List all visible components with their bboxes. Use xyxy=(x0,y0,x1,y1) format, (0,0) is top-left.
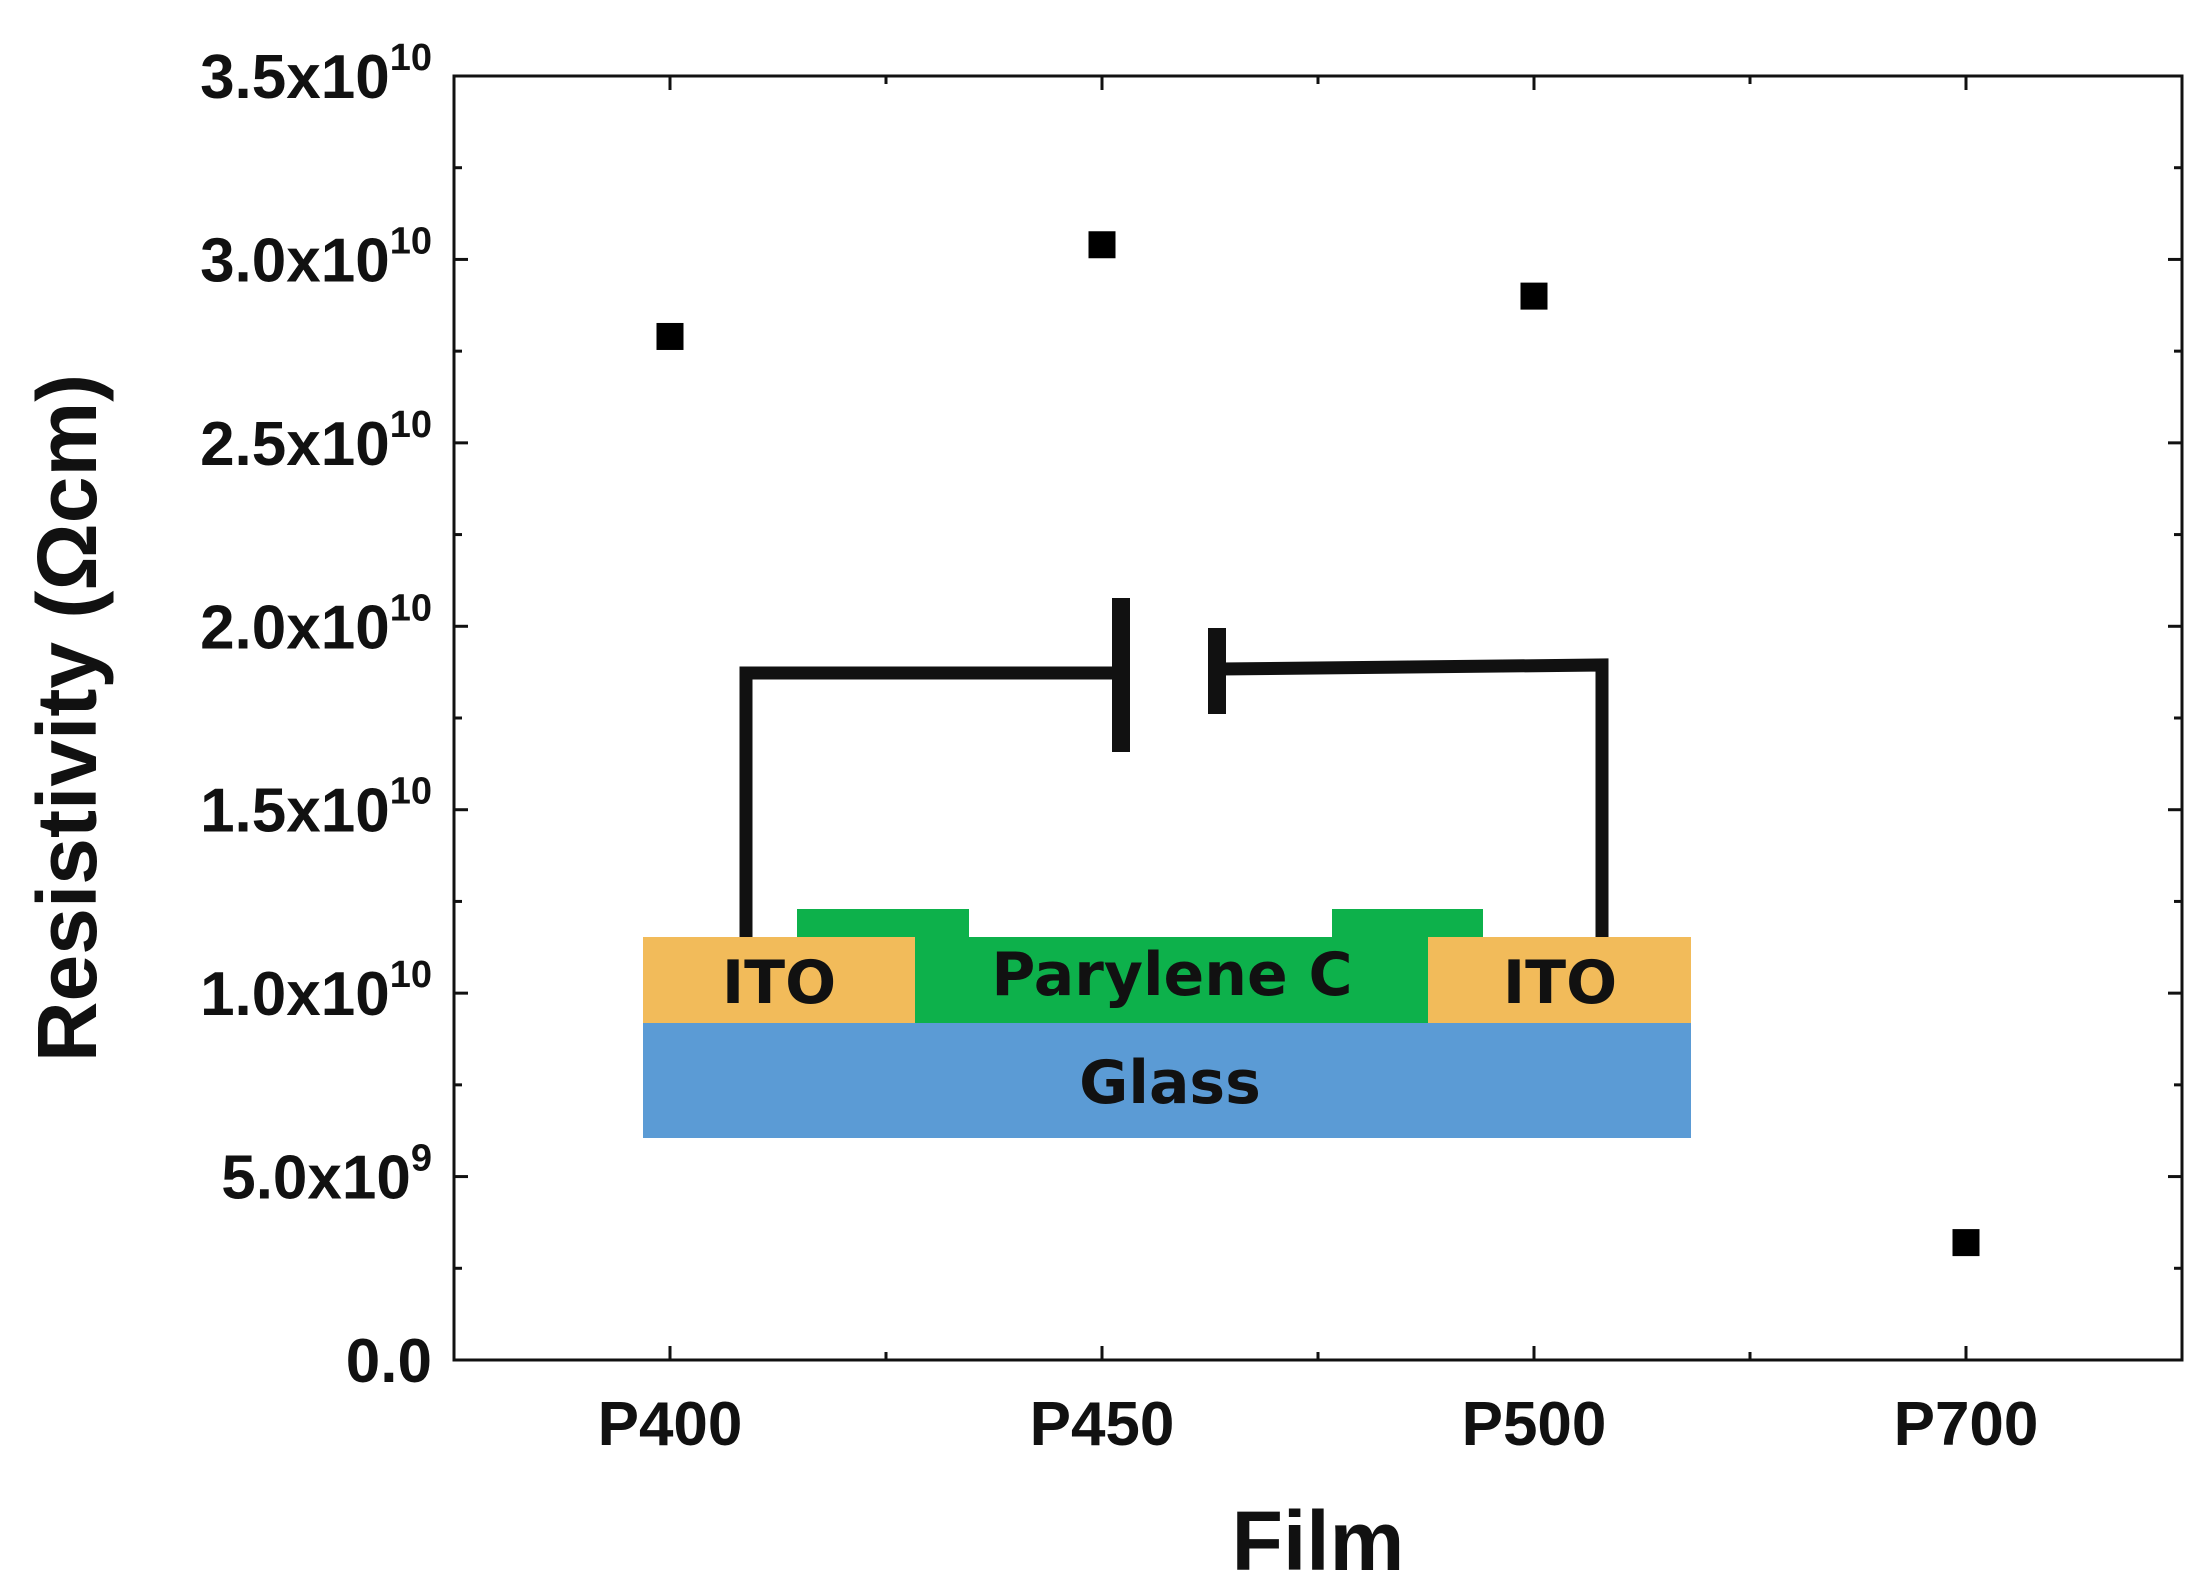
ito-right-label: ITO xyxy=(1503,948,1617,1018)
data-point xyxy=(1952,1229,1980,1257)
x-tick-label: P700 xyxy=(1894,1390,2039,1459)
plot-frame xyxy=(452,74,2184,1362)
y-axis-title: Resistivity (Ωcm) xyxy=(20,374,114,1062)
parylene-layer xyxy=(797,909,1483,1023)
y-tick-label: 2.0x1010 xyxy=(200,587,432,662)
y-tick-label: 1.0x1010 xyxy=(200,954,432,1029)
y-tick-label: 3.0x1010 xyxy=(200,220,432,295)
device-schematic-inset: ITO Parylene C ITO Glass xyxy=(643,598,1691,1138)
parylene-label: Parylene C xyxy=(991,940,1352,1010)
ito-right-layer xyxy=(1428,937,1691,1023)
y-tick-label: 0.0 xyxy=(346,1327,432,1396)
x-tick-label: P450 xyxy=(1030,1390,1175,1459)
glass-layer xyxy=(643,1023,1691,1138)
y-tick-label: 2.5x1010 xyxy=(200,404,432,479)
circuit-wire xyxy=(739,658,1609,937)
data-point xyxy=(1520,282,1548,310)
x-axis-title: Film xyxy=(1232,1494,1405,1586)
x-axis-ticks: P400 P450 P500 P700 xyxy=(598,76,2039,1459)
ito-left-label: ITO xyxy=(722,948,836,1018)
y-tick-label: 5.0x109 xyxy=(221,1138,432,1213)
y-tick-label: 3.5x1010 xyxy=(200,37,432,112)
data-point xyxy=(1088,231,1116,259)
x-tick-label: P400 xyxy=(598,1390,743,1459)
y-tick-label: 1.5x1010 xyxy=(200,771,432,846)
data-point xyxy=(656,322,684,350)
ito-left-layer xyxy=(643,937,915,1023)
y-axis-ticks: 0.0 5.0x109 1.0x1010 1.5x1010 2.0x1010 2.5x10… xyxy=(200,37,2182,1396)
data-points xyxy=(656,231,1980,1257)
glass-label: Glass xyxy=(1079,1048,1261,1118)
x-tick-label: P500 xyxy=(1462,1390,1607,1459)
